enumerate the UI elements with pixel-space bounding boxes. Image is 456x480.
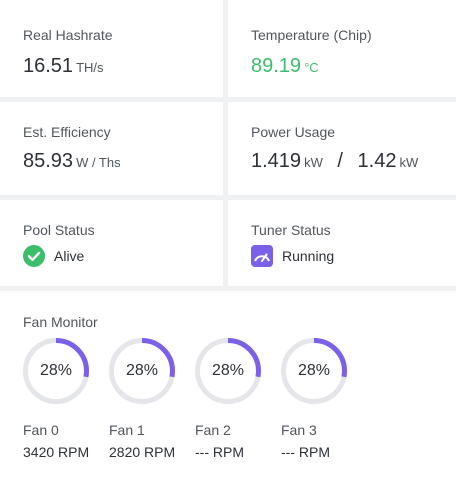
efficiency-value: 85.93 W / Ths [23, 150, 121, 173]
real-hashrate-number: 16.51 [23, 55, 74, 77]
fan-rpm: 3420 RPM [23, 444, 90, 460]
power-card: Power Usage 1.419 kW / 1.42 kW [228, 102, 456, 195]
fan-gauge [23, 338, 89, 404]
pool-status-label: Pool Status [23, 222, 95, 238]
fan-name: Fan 2 [195, 422, 231, 438]
fan-name: Fan 3 [281, 422, 317, 438]
efficiency-number: 85.93 [23, 150, 74, 172]
power-label: Power Usage [251, 124, 336, 140]
power-unit-limit: kW [399, 155, 419, 170]
fan-2: 28% Fan 2 --- RPM [195, 338, 265, 460]
tuner-status-text: Running [282, 248, 335, 264]
fan-gauge [195, 338, 261, 404]
efficiency-label: Est. Efficiency [23, 124, 111, 140]
temperature-card: Temperature (Chip) 89.19 °C [228, 0, 456, 97]
efficiency-card: Est. Efficiency 85.93 W / Ths [0, 102, 223, 195]
fan-monitor-card: Fan Monitor [0, 291, 456, 480]
fan-rpm: --- RPM [195, 444, 244, 460]
fan-gauge-fill [195, 338, 261, 404]
temperature-label: Temperature (Chip) [251, 27, 372, 43]
fan-name: Fan 1 [109, 422, 145, 438]
fan-percent: 28% [297, 362, 331, 379]
fan-3: 28% Fan 3 --- RPM [281, 338, 351, 460]
pool-status-value: Alive [23, 245, 84, 267]
fan-gauge-fill [23, 338, 89, 404]
power-unit-current: kW [304, 155, 323, 170]
fan-percent: 28% [211, 362, 245, 379]
fan-name: Fan 0 [23, 422, 59, 438]
temperature-number: 89.19 [251, 55, 302, 77]
real-hashrate-label: Real Hashrate [23, 27, 113, 43]
fan-monitor-title: Fan Monitor [23, 314, 98, 330]
power-number-current: 1.419 [251, 150, 302, 172]
power-value: 1.419 kW / 1.42 kW [251, 150, 418, 173]
efficiency-unit: W / Ths [76, 155, 121, 170]
fan-percent: 28% [39, 362, 73, 379]
tuner-status-label: Tuner Status [251, 222, 331, 238]
fan-percent: 28% [125, 362, 159, 379]
fan-gauge [109, 338, 175, 404]
fan-rpm: --- RPM [281, 444, 330, 460]
tuner-status-card: Tuner Status Running [228, 200, 456, 286]
tuner-status-value: Running [251, 245, 334, 267]
pool-status-card: Pool Status Alive [0, 200, 223, 286]
gauge-icon [251, 245, 273, 267]
fan-gauge-fill [281, 338, 347, 404]
fan-0: 28% Fan 0 3420 RPM [23, 338, 93, 460]
fan-gauge [281, 338, 347, 404]
pool-status-text: Alive [54, 248, 85, 264]
real-hashrate-card: Real Hashrate 16.51 TH/s [0, 0, 223, 97]
fan-rpm: 2820 RPM [109, 444, 176, 460]
real-hashrate-value: 16.51 TH/s [23, 55, 104, 78]
fan-gauge-fill [109, 338, 175, 404]
fan-1: 28% Fan 1 2820 RPM [109, 338, 179, 460]
power-number-limit: 1.42 [357, 150, 397, 172]
real-hashrate-unit: TH/s [76, 60, 104, 75]
power-separator: / [337, 150, 343, 172]
temperature-value: 89.19 °C [251, 55, 319, 78]
temperature-unit: °C [304, 60, 319, 75]
check-circle-icon [23, 245, 45, 267]
